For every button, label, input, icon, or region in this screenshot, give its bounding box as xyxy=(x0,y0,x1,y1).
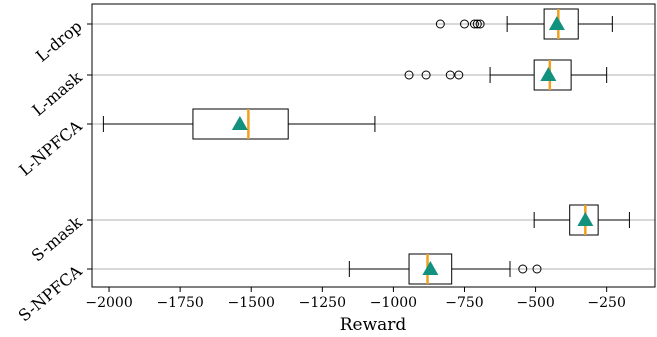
box-series xyxy=(102,8,630,285)
mean-marker xyxy=(577,212,594,226)
x-tick-label: −1250 xyxy=(299,295,346,311)
outlier-point xyxy=(435,19,445,29)
y-tick-label: L-NPFCA xyxy=(15,116,86,179)
outlier-point xyxy=(475,19,485,29)
x-tick-label: −250 xyxy=(587,295,625,311)
x-tick-label: −750 xyxy=(445,295,483,311)
x-tick-label: −1500 xyxy=(228,295,275,311)
outlier-point xyxy=(469,19,479,29)
x-tick-label: −1000 xyxy=(370,295,417,311)
y-tick-label: S-NPFCA xyxy=(15,261,86,325)
outlier-point xyxy=(532,264,542,274)
box-group xyxy=(404,59,608,91)
mean-marker xyxy=(422,261,439,275)
mean-marker xyxy=(548,16,565,30)
outlier-point xyxy=(454,70,464,80)
outlier-point xyxy=(445,70,455,80)
y-tick-label: L-mask xyxy=(28,67,85,119)
x-axis-ticks: −2000 −1750 −1500 −1250 −1000 −750 −500 −250 xyxy=(85,287,626,311)
mean-marker xyxy=(540,67,557,81)
x-tick-label: −1750 xyxy=(156,295,203,311)
x-tick-label: −500 xyxy=(516,295,554,311)
x-axis-title: Reward xyxy=(340,315,407,335)
iqr-box xyxy=(543,8,579,40)
x-tick-label: −2000 xyxy=(85,295,132,311)
outlier-point xyxy=(421,70,431,80)
outlier-point xyxy=(472,19,482,29)
box-group xyxy=(533,204,630,236)
plot-frame xyxy=(91,3,656,288)
mean-marker xyxy=(231,116,248,130)
outlier-point xyxy=(404,70,414,80)
outlier-point xyxy=(459,19,469,29)
y-tick-label: S-mask xyxy=(28,212,86,265)
box-group xyxy=(348,253,542,285)
box-group xyxy=(435,8,613,40)
box-group xyxy=(102,108,376,140)
outlier-point xyxy=(518,264,528,274)
y-tick-label: L-drop xyxy=(32,17,85,66)
